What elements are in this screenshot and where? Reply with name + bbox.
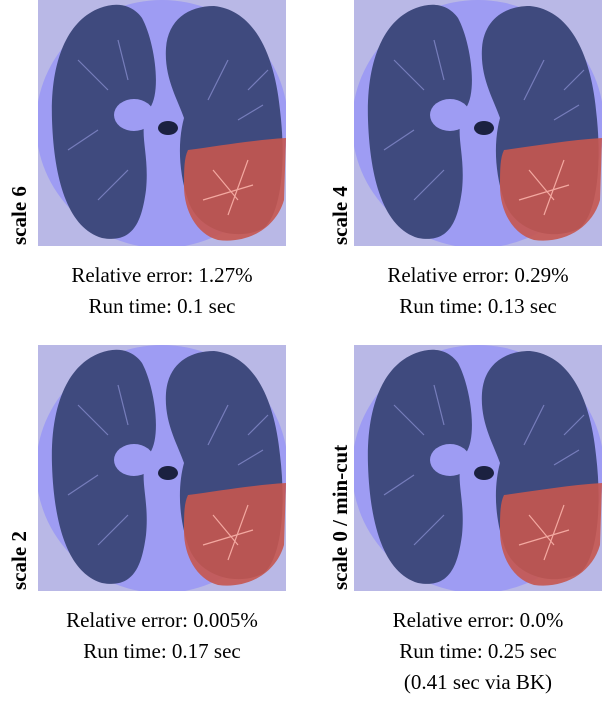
caption-line: Run time: 0.13 sec — [399, 294, 556, 318]
ct-image — [38, 0, 286, 246]
caption-line: Run time: 0.25 sec — [399, 639, 556, 663]
ct-image — [354, 0, 602, 246]
caption-line: Run time: 0.1 sec — [89, 294, 236, 318]
caption-line: (0.41 sec via BK) — [404, 670, 552, 694]
ct-image — [354, 345, 602, 591]
ct-image — [38, 345, 286, 591]
caption-line: Relative error: 1.27% — [71, 263, 252, 287]
panel-label: scale 2 — [7, 531, 31, 590]
panel-label: scale 4 — [328, 186, 352, 245]
panel-label: scale 6 — [7, 186, 31, 245]
caption-line: Run time: 0.17 sec — [83, 639, 240, 663]
caption-line: Relative error: 0.29% — [387, 263, 568, 287]
caption-line: Relative error: 0.005% — [66, 608, 258, 632]
panel-label: scale 0 / min-cut — [328, 445, 352, 590]
caption-line: Relative error: 0.0% — [393, 608, 564, 632]
